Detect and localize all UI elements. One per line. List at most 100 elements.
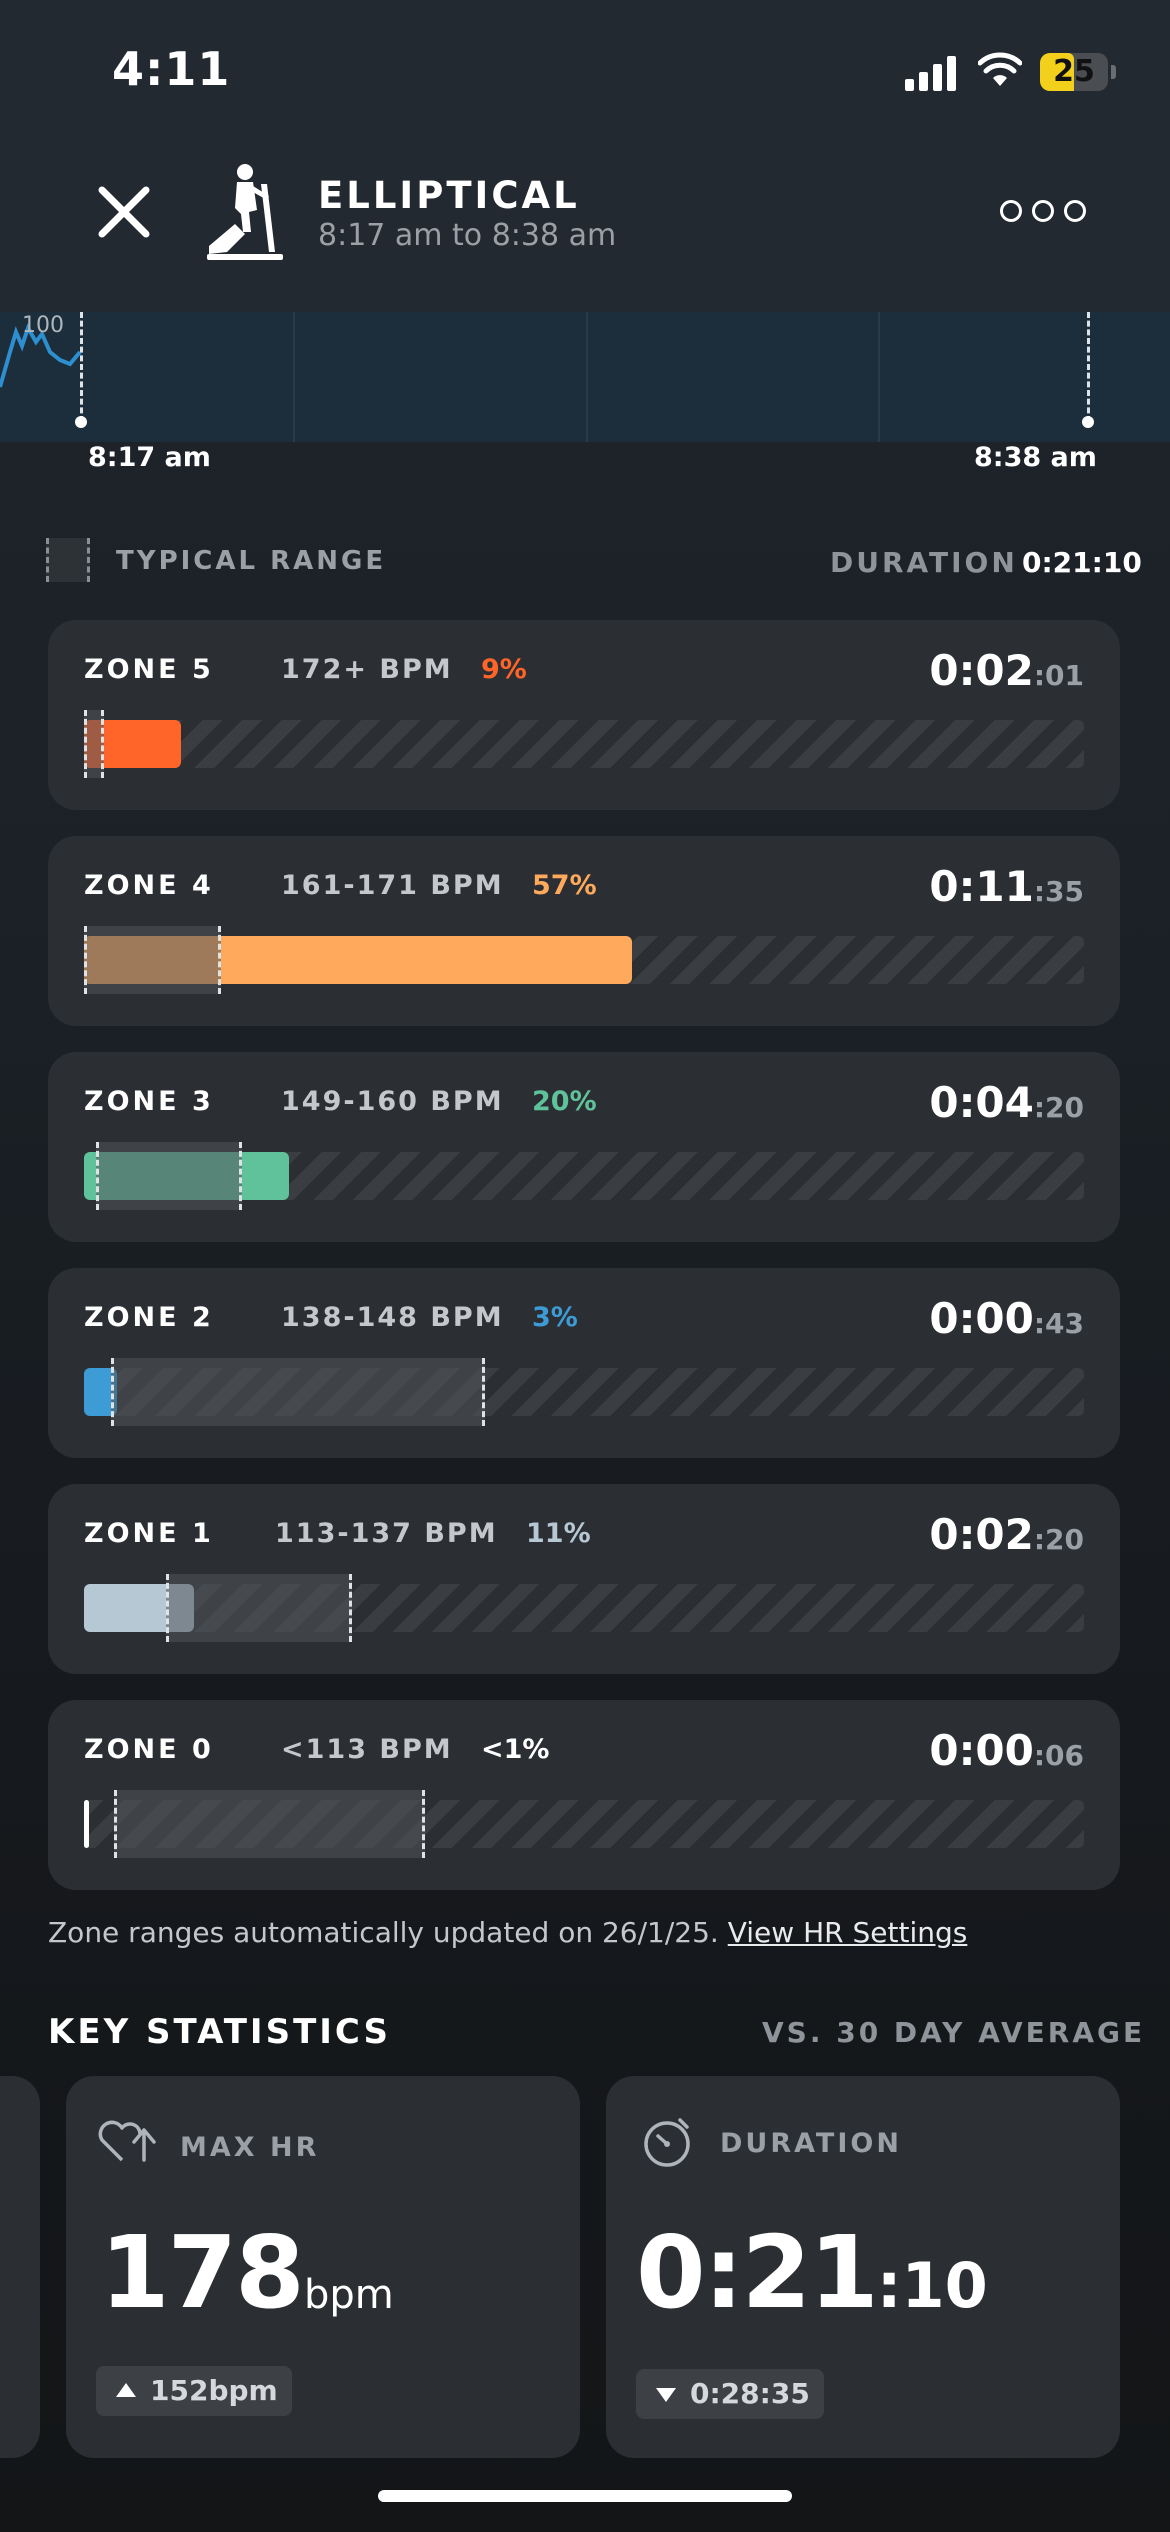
max-hr-average-badge: 152bpm <box>96 2366 292 2416</box>
down-arrow-icon <box>656 2388 676 2402</box>
zone-typical-range <box>96 1142 242 1210</box>
zone-bar-track <box>84 1574 1084 1642</box>
duration-average: 0:28:35 <box>690 2377 810 2410</box>
zone-duration: 0:11:35 <box>929 862 1084 911</box>
more-options-icon[interactable] <box>1000 198 1090 224</box>
zone-duration-seconds: :06 <box>1033 1739 1084 1772</box>
zone-name: ZONE 0 <box>84 1734 214 1765</box>
close-icon[interactable] <box>94 182 154 242</box>
zone-percentage: 11% <box>526 1518 591 1549</box>
view-hr-settings-link[interactable]: View HR Settings <box>727 1916 968 1949</box>
duration-stat-label: DURATION <box>720 2128 902 2159</box>
zone-duration: 0:02:20 <box>929 1510 1084 1559</box>
zone-duration-seconds: :01 <box>1033 659 1084 692</box>
zone-card-5[interactable]: ZONE 5 172+ BPM 9% 0:02:01 <box>48 620 1120 810</box>
up-arrow-icon <box>116 2383 136 2397</box>
zone-name: ZONE 3 <box>84 1086 214 1117</box>
zone-bpm-range: 138-148 BPM <box>281 1302 504 1333</box>
zone-typical-range <box>114 1790 425 1858</box>
chart-end-time: 8:38 am <box>974 442 1097 473</box>
zone-name: ZONE 4 <box>84 870 214 901</box>
zone-bar-track <box>84 710 1084 778</box>
zone-name: ZONE 1 <box>84 1518 214 1549</box>
max-hr-average: 152bpm <box>150 2374 278 2407</box>
stat-card-partial[interactable] <box>0 2076 40 2458</box>
duration-card[interactable]: DURATION 0:21:10 0:28:35 <box>606 2076 1120 2458</box>
zone-percentage: 9% <box>481 654 527 685</box>
chart-start-time: 8:17 am <box>88 442 211 473</box>
zone-typical-range <box>84 926 221 994</box>
zone-bpm-range: 149-160 BPM <box>281 1086 504 1117</box>
zone-card-1[interactable]: ZONE 1 113-137 BPM 11% 0:02:20 <box>48 1484 1120 1674</box>
zone-card-3[interactable]: ZONE 3 149-160 BPM 20% 0:04:20 <box>48 1052 1120 1242</box>
zone-bpm-range: 113-137 BPM <box>275 1518 498 1549</box>
zone-percentage: 3% <box>532 1302 578 1333</box>
status-time: 4:11 <box>112 42 231 96</box>
max-hr-card[interactable]: MAX HR 178 bpm 152bpm <box>66 2076 580 2458</box>
zone-bar-track <box>84 1358 1084 1426</box>
battery-icon: 25 <box>1040 53 1108 91</box>
hr-axis-label: 100 <box>22 313 64 338</box>
elliptical-icon <box>207 164 283 260</box>
max-hr-value: 178 <box>100 2214 305 2331</box>
max-hr-unit: bpm <box>304 2272 394 2318</box>
zone-bpm-range: 161-171 BPM <box>281 870 504 901</box>
header-bar <box>0 0 1170 312</box>
zone-duration: 0:02:01 <box>929 646 1084 695</box>
zone-duration: 0:04:20 <box>929 1078 1084 1127</box>
key-statistics-title: KEY STATISTICS <box>48 2012 391 2052</box>
zone-bpm-range: 172+ BPM <box>281 654 453 685</box>
zone-card-0[interactable]: ZONE 0 <113 BPM <1% 0:00:06 <box>48 1700 1120 1890</box>
zone-duration-seconds: :35 <box>1033 875 1084 908</box>
duration-stat-value: 0:21:10 <box>636 2214 988 2331</box>
heart-rate-up-icon <box>98 2120 156 2162</box>
zone-duration-main: 0:11 <box>929 862 1034 911</box>
heart-rate-chart <box>0 312 1170 442</box>
max-hr-label: MAX HR <box>180 2132 320 2163</box>
duration-average-badge: 0:28:35 <box>636 2369 824 2419</box>
typical-range-swatch <box>46 538 90 582</box>
duration-stat-seconds: :10 <box>876 2249 988 2322</box>
zone-percentage: <1% <box>481 1734 550 1765</box>
activity-time-range: 8:17 am to 8:38 am <box>318 218 617 253</box>
stopwatch-icon <box>644 2118 690 2167</box>
zone-update-text: Zone ranges automatically updated on 26/… <box>48 1916 719 1949</box>
zone-bar-track <box>84 1790 1084 1858</box>
zone-typical-range <box>84 710 104 778</box>
zone-card-4[interactable]: ZONE 4 161-171 BPM 57% 0:11:35 <box>48 836 1120 1026</box>
battery-tip <box>1111 65 1116 79</box>
zone-update-note: Zone ranges automatically updated on 26/… <box>48 1916 967 1949</box>
zone-bar-track <box>84 1142 1084 1210</box>
battery-level: 25 <box>1053 54 1095 89</box>
zone-duration-main: 0:02 <box>929 1510 1034 1559</box>
zone-duration: 0:00:06 <box>929 1726 1084 1775</box>
duration-value: 0:21:10 <box>1022 546 1142 579</box>
vs-30-day-average-label: VS. 30 DAY AVERAGE <box>762 2016 1146 2049</box>
heart-rate-line <box>0 323 82 388</box>
zone-name: ZONE 2 <box>84 1302 214 1333</box>
zone-bar-track <box>84 926 1084 994</box>
zone-bpm-range: <113 BPM <box>281 1734 453 1765</box>
zone-typical-range <box>166 1574 352 1642</box>
zone-duration-main: 0:02 <box>929 646 1034 695</box>
zone-duration-main: 0:00 <box>929 1294 1034 1343</box>
duration-stat-minutes: 0:21 <box>636 2214 879 2331</box>
zone-typical-range <box>111 1358 485 1426</box>
wifi-icon <box>978 52 1022 86</box>
zone-percentage: 57% <box>532 870 597 901</box>
zone-duration-main: 0:00 <box>929 1726 1034 1775</box>
zone-duration: 0:00:43 <box>929 1294 1084 1343</box>
typical-range-label: TYPICAL RANGE <box>116 546 387 576</box>
zone-card-2[interactable]: ZONE 2 138-148 BPM 3% 0:00:43 <box>48 1268 1120 1458</box>
zone-percentage: 20% <box>532 1086 597 1117</box>
duration-label: DURATION <box>830 546 1018 579</box>
zone-bar-fill <box>84 1800 89 1848</box>
cellular-signal-icon <box>905 55 959 91</box>
activity-title: ELLIPTICAL <box>318 174 580 217</box>
home-indicator[interactable] <box>378 2490 792 2502</box>
zone-duration-seconds: :20 <box>1033 1091 1084 1124</box>
zone-duration-seconds: :20 <box>1033 1523 1084 1556</box>
zone-duration-main: 0:04 <box>929 1078 1034 1127</box>
zone-duration-seconds: :43 <box>1033 1307 1084 1340</box>
zone-name: ZONE 5 <box>84 654 214 685</box>
